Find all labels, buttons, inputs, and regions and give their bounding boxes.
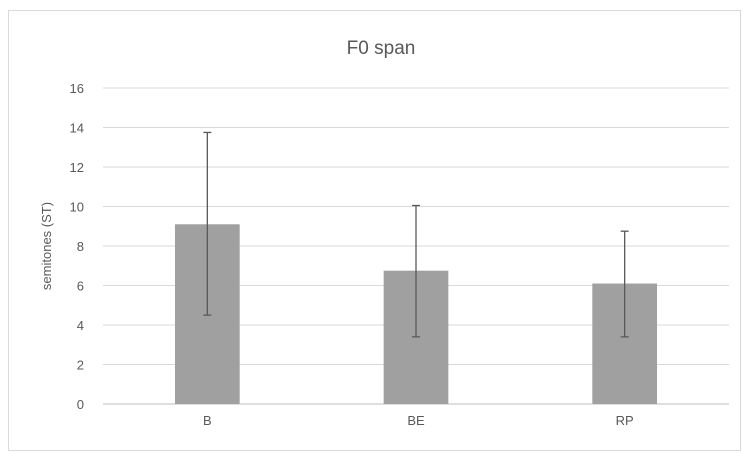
- x-tick-labels: B BE RP: [203, 413, 634, 428]
- y-axis-label: semitones (ST): [39, 202, 54, 290]
- y-tick-label: 10: [70, 200, 84, 215]
- y-tick-label: 8: [77, 239, 84, 254]
- y-tick-label: 14: [70, 121, 84, 136]
- y-tick-labels: 0 2 4 6 8 10 12 14 16: [70, 81, 84, 412]
- y-tick-label: 6: [77, 279, 84, 294]
- y-tick-label: 2: [77, 358, 84, 373]
- chart-title: F0 span: [347, 38, 416, 59]
- error-bars: [203, 131, 629, 338]
- x-tick-label: RP: [616, 413, 634, 428]
- y-tick-label: 0: [77, 397, 84, 412]
- x-tick-label: BE: [407, 413, 425, 428]
- y-tick-label: 4: [77, 318, 84, 333]
- y-tick-label: 12: [70, 160, 84, 175]
- y-tick-label: 16: [70, 81, 84, 96]
- x-tick-label: B: [203, 413, 212, 428]
